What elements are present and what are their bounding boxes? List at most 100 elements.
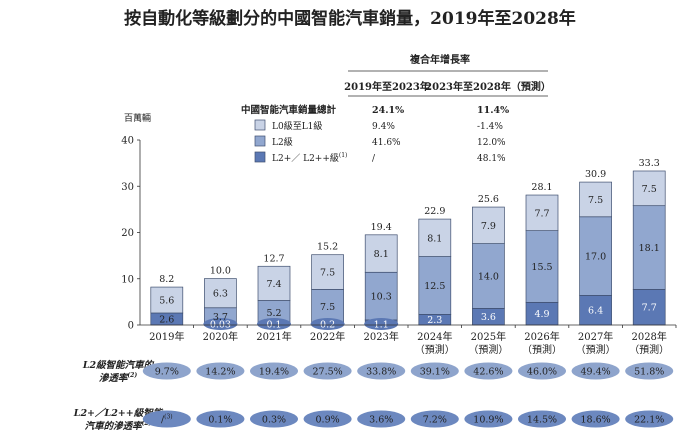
bar-label-l2plus: 7.7 bbox=[642, 303, 657, 314]
penetration-pill bbox=[571, 410, 620, 428]
penetration-value: 49.4% bbox=[581, 367, 611, 378]
bar-label-l0: 7.5 bbox=[320, 268, 335, 279]
bar-label-l2plus: 2.6 bbox=[159, 314, 174, 325]
legend-swatch-l0 bbox=[254, 119, 266, 131]
bar-total-label: 25.6 bbox=[478, 194, 499, 205]
bar-label-l0: 7.4 bbox=[266, 279, 281, 290]
bar-label-l0: 5.6 bbox=[159, 296, 174, 307]
x-category-label: 2027年 bbox=[578, 330, 613, 343]
bar-total-label: 19.4 bbox=[371, 222, 392, 233]
legend-footnote: (1) bbox=[339, 152, 348, 159]
penetration-pill bbox=[250, 410, 298, 428]
bar-label-l2: 10.3 bbox=[371, 292, 392, 303]
penetration-value: 14.2% bbox=[205, 367, 235, 378]
penetration-footnote: (3) bbox=[164, 414, 173, 421]
penetration-value: 7.2% bbox=[423, 415, 447, 426]
cagr-value: 12.0% bbox=[477, 138, 506, 148]
penetration-value: 14.5% bbox=[527, 415, 557, 426]
y-axis-label: 百萬輛 bbox=[124, 112, 151, 124]
x-category-note: （預測） bbox=[522, 343, 562, 356]
bar-label-l0: 7.5 bbox=[588, 195, 603, 206]
cagr-value: 48.1% bbox=[477, 154, 506, 164]
cagr-value: 9.4% bbox=[372, 122, 395, 132]
y-tick-label: 40 bbox=[121, 136, 134, 147]
x-category-label: 2024年 bbox=[417, 330, 452, 343]
penetration-pill bbox=[357, 410, 406, 428]
bar-segment-l0 bbox=[472, 206, 505, 244]
penetration-value: 3.6% bbox=[369, 415, 393, 426]
penetration-row-label: L2+／L2++級智能 bbox=[73, 407, 164, 419]
bar-segment-l0 bbox=[257, 265, 291, 301]
bar-segment-l2plus bbox=[579, 295, 612, 326]
x-category-label: 2028年 bbox=[631, 330, 666, 343]
bar-total-label: 33.3 bbox=[639, 158, 660, 169]
cagr-value: 24.1% bbox=[372, 105, 404, 116]
bar-segment-l2 bbox=[579, 216, 612, 296]
bar-label-l2plus: 2.3 bbox=[427, 315, 442, 326]
legend-swatch-l2 bbox=[254, 135, 266, 147]
cagr-header: 複合年增長率 bbox=[409, 53, 470, 66]
bar-label-l2plus: 6.4 bbox=[588, 306, 603, 317]
penetration-pill bbox=[303, 362, 352, 380]
bar-label-l2: 18.1 bbox=[639, 243, 660, 254]
y-tick-label: 10 bbox=[121, 274, 134, 285]
x-category-note: （預測） bbox=[576, 343, 616, 356]
bar-label-badge bbox=[257, 318, 291, 330]
penetration-pill bbox=[410, 362, 459, 380]
bar-label-l2: 5.2 bbox=[266, 308, 281, 319]
bar-segment-l2 bbox=[525, 230, 559, 303]
x-category-label: 2020年 bbox=[203, 330, 238, 343]
bar-total-label: 22.9 bbox=[424, 206, 445, 217]
bar-label-l0: 8.1 bbox=[427, 233, 442, 244]
penetration-pill bbox=[464, 362, 513, 380]
cagr-rows: 中國智能汽車銷量總計 24.1% 11.4% L0級至L1級 9.4% -1.4% L2級 4… bbox=[241, 104, 509, 164]
cagr-value: 11.4% bbox=[477, 105, 509, 116]
bar-label-l0: 6.3 bbox=[213, 289, 228, 300]
bar-total-label: 15.2 bbox=[317, 242, 338, 253]
penetration-pill bbox=[250, 362, 298, 380]
penetration-value: 27.5% bbox=[313, 367, 343, 378]
bar-segment-l2 bbox=[472, 243, 505, 309]
legend-swatch-l2plus bbox=[254, 151, 266, 163]
bar-total-label: 12.7 bbox=[263, 253, 284, 264]
bar-label-badge bbox=[310, 318, 345, 330]
bar-segment-l2 bbox=[418, 256, 452, 315]
bar-total-label: 8.2 bbox=[159, 274, 174, 285]
bar-label-l2: 14.0 bbox=[478, 271, 499, 282]
bar-segment-l0 bbox=[150, 286, 184, 314]
penetration-value: 42.6% bbox=[473, 367, 503, 378]
legend-label: L0級至L1級 bbox=[272, 120, 322, 132]
bar-total-label: 28.1 bbox=[531, 182, 552, 193]
bar-label-l2plus: 3.6 bbox=[481, 312, 496, 323]
bar-label-l2: 12.5 bbox=[424, 281, 445, 292]
bar-segment-l0 bbox=[311, 254, 344, 290]
penetration-pill bbox=[196, 410, 245, 428]
legend-label: L2+／ L2++級(1) bbox=[272, 152, 347, 164]
penetration-value: 39.1% bbox=[420, 367, 450, 378]
penetration-value: 18.6% bbox=[581, 415, 611, 426]
penetration-value: 19.4% bbox=[259, 367, 289, 378]
bar-segment-l2 bbox=[632, 205, 666, 290]
cagr-col2-header: 2023年至2028年（預測） bbox=[425, 80, 551, 93]
penetration-pill bbox=[625, 362, 674, 380]
bar-segment-l0 bbox=[632, 170, 666, 207]
penetration-pill bbox=[571, 362, 620, 380]
penetration-row-label: 汽車的滲透率(2) bbox=[85, 420, 152, 432]
y-tick-label: 30 bbox=[121, 182, 134, 193]
chart-title: 按自動化等級劃分的中國智能汽車銷量，2019年至2028年 bbox=[124, 8, 576, 29]
legend-label: L2級 bbox=[272, 136, 293, 148]
bar-segment-l2plus bbox=[632, 289, 666, 326]
penetration-pill bbox=[142, 410, 191, 428]
penetration-value: 51.8% bbox=[634, 367, 664, 378]
cagr-col1-header: 2019年至2023年 bbox=[344, 80, 430, 93]
bar-label-l2: 17.0 bbox=[585, 252, 606, 263]
bar-label-l2: 15.5 bbox=[531, 262, 552, 273]
penetration-value: 10.9% bbox=[473, 415, 503, 426]
cagr-value: / bbox=[372, 154, 376, 164]
penetration-value: 0.1% bbox=[208, 415, 232, 426]
penetration-value: 0.3% bbox=[262, 415, 286, 426]
bar-total-label: 30.9 bbox=[585, 169, 606, 180]
penetration-value: 9.7% bbox=[155, 367, 179, 378]
bar-segment-l0 bbox=[418, 218, 452, 257]
